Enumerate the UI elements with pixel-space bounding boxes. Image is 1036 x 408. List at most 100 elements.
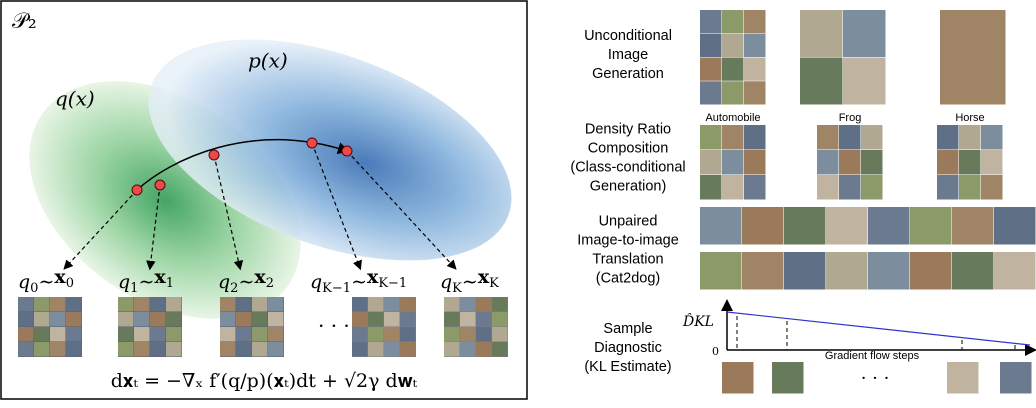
image-tile (722, 10, 744, 33)
image-tile (134, 327, 150, 342)
row-label: Unconditional (584, 28, 672, 44)
image-tile (1000, 362, 1032, 394)
image-tile (66, 327, 82, 342)
image-tile (817, 175, 839, 200)
subscript: 2 (230, 281, 238, 296)
image-tile (839, 175, 861, 200)
image-tile (476, 312, 492, 327)
image-tile (722, 125, 744, 150)
image-tile (800, 58, 843, 105)
image-tile (742, 252, 784, 290)
image-tile (34, 297, 50, 312)
image-tile (861, 150, 883, 175)
image-tile (166, 327, 182, 342)
image-tile (744, 125, 766, 150)
class-label: Frog (839, 112, 862, 124)
symbol: q (18, 271, 30, 293)
image-tile (744, 10, 766, 33)
image-tile (843, 10, 886, 57)
image-tile (66, 312, 82, 327)
image-tile (937, 125, 959, 150)
symbol: q (218, 271, 230, 293)
image-tile (744, 34, 766, 57)
symbol: q (440, 271, 452, 293)
image-tile (492, 327, 508, 342)
image-tile (981, 125, 1003, 150)
row-label: Unpaired (599, 213, 658, 229)
image-tile (150, 342, 166, 357)
tilde: ∼ (138, 271, 154, 293)
image-tile (444, 342, 460, 357)
row-label: Diagnostic (594, 340, 662, 356)
row-label: (Class-conditional (570, 159, 685, 175)
image-tile (700, 175, 722, 200)
image-tile (118, 297, 134, 312)
image-tile (352, 342, 368, 357)
subscript: 1 (130, 281, 138, 296)
image-tile (18, 297, 34, 312)
image-tile (959, 175, 981, 200)
origin-label: 0 (712, 345, 719, 358)
image-tile (118, 327, 134, 342)
image-tile (66, 342, 82, 357)
image-tile (50, 312, 66, 327)
image-tile (34, 312, 50, 327)
row-label: Translation (592, 251, 663, 267)
image-tile (368, 297, 384, 312)
row-label: Density Ratio (585, 121, 671, 137)
image-tile (236, 342, 252, 357)
x-axis-label: Gradient flow steps (825, 350, 920, 362)
subscript: K−1 (322, 281, 351, 296)
image-tile (492, 342, 508, 357)
image-tile (400, 297, 416, 312)
image-tile (352, 297, 368, 312)
class-label: Automobile (705, 112, 760, 124)
image-tile (384, 342, 400, 357)
image-tile (722, 175, 744, 200)
image-tile (952, 207, 994, 245)
image-tile (368, 327, 384, 342)
image-tile (34, 342, 50, 357)
image-tile (166, 297, 182, 312)
image-tile (826, 207, 868, 245)
image-tile (444, 327, 460, 342)
image-tile (220, 312, 236, 327)
image-tile (952, 252, 994, 290)
subscript: K (452, 281, 462, 296)
image-tile (460, 297, 476, 312)
image-tile (352, 327, 368, 342)
image-tile (134, 312, 150, 327)
image-tile (236, 312, 252, 327)
subscript: 1 (166, 276, 174, 291)
image-tile (800, 10, 843, 57)
image-tile (817, 150, 839, 175)
tilde: ∼ (238, 271, 254, 293)
equation: d𝐱ₜ = −∇ₓ f′(q/p)(𝐱ₜ)dt + √2γ d𝐰ₜ (111, 370, 418, 392)
tilde: ∼ (38, 271, 54, 293)
image-tile (220, 342, 236, 357)
image-tile (150, 297, 166, 312)
symbol: x (367, 266, 379, 288)
image-tile (700, 58, 722, 81)
image-tile (937, 150, 959, 175)
image-tile (744, 150, 766, 175)
image-tile (384, 312, 400, 327)
image-tile (994, 252, 1036, 290)
image-tile (252, 297, 268, 312)
subscript: 0 (30, 281, 38, 296)
space-label: 𝒫₂ (12, 9, 37, 34)
kl-curve (727, 312, 1030, 345)
image-tile (826, 252, 868, 290)
image-tile (784, 252, 826, 290)
ellipsis: · · · (318, 314, 350, 338)
subscript: 0 (66, 276, 74, 291)
image-tile (50, 342, 66, 357)
image-tile (492, 312, 508, 327)
image-tile (784, 207, 826, 245)
symbol: q (118, 271, 130, 293)
image-tile (384, 327, 400, 342)
image-tile (700, 34, 722, 57)
image-tile (134, 342, 150, 357)
y-axis-label: D̂KL (682, 312, 714, 330)
subscript: 2 (266, 276, 274, 291)
